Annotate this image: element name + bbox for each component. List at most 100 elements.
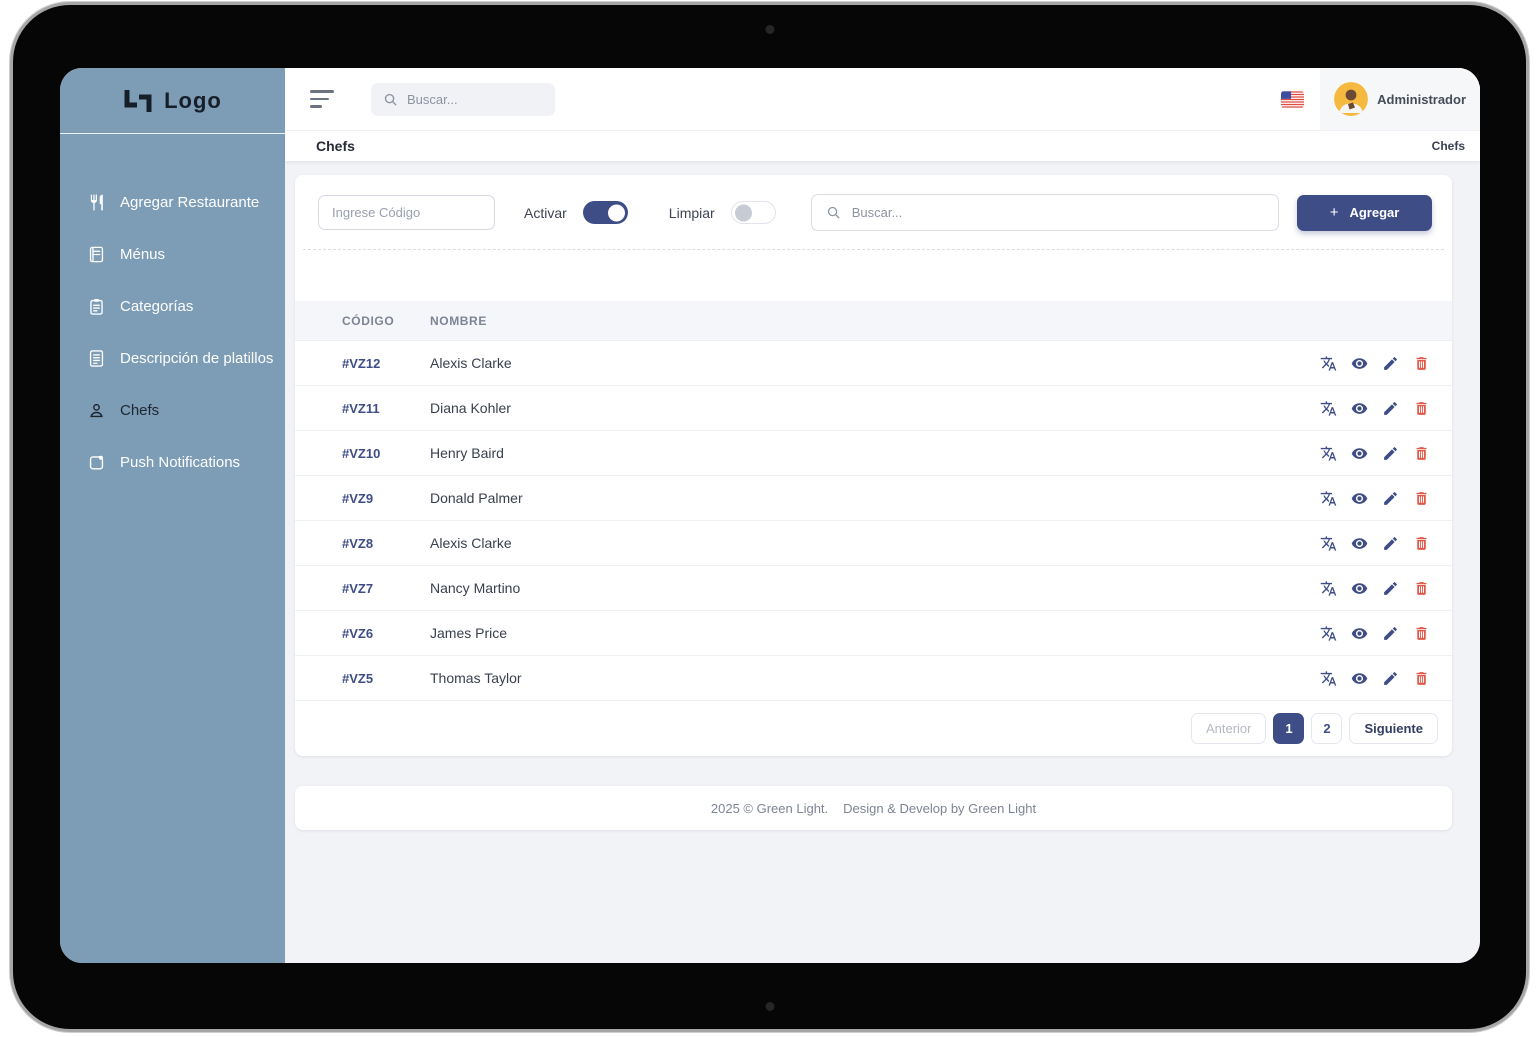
breadcrumb: Chefs Chefs <box>285 131 1480 161</box>
divider <box>303 249 1444 250</box>
table-search-input[interactable] <box>851 205 1264 220</box>
global-search-input[interactable] <box>407 91 543 107</box>
pagination: Anterior 1 2 Siguiente <box>295 701 1452 756</box>
front-camera-icon <box>765 25 774 34</box>
delete-icon[interactable] <box>1413 535 1430 552</box>
chef-code: #VZ12 <box>342 355 381 371</box>
translate-icon[interactable] <box>1320 400 1337 417</box>
translate-icon[interactable] <box>1320 355 1337 372</box>
row-actions <box>1320 580 1452 597</box>
translate-icon[interactable] <box>1320 490 1337 507</box>
sidebar: Logo Agregar Restaurante Ménus Categoría… <box>60 68 285 963</box>
edit-icon[interactable] <box>1382 670 1399 687</box>
chef-name: James Price <box>430 625 508 641</box>
delete-icon[interactable] <box>1413 625 1430 642</box>
sidebar-item-menus[interactable]: Ménus <box>60 228 285 280</box>
chef-code: #VZ6 <box>342 625 374 641</box>
chef-code: #VZ11 <box>342 400 380 416</box>
page-button-2[interactable]: 2 <box>1311 713 1343 744</box>
delete-icon[interactable] <box>1413 670 1430 687</box>
breadcrumb-current: Chefs <box>1431 139 1465 153</box>
edit-icon[interactable] <box>1382 490 1399 507</box>
limpiar-label: Limpiar <box>668 204 715 221</box>
table-search[interactable] <box>810 194 1279 231</box>
page-button-1[interactable]: 1 <box>1273 713 1305 744</box>
view-icon[interactable] <box>1351 445 1368 462</box>
sidebar-item-descripcion-de-platillos[interactable]: Descripción de platillos <box>60 332 285 384</box>
edit-icon[interactable] <box>1382 355 1399 372</box>
filter-row: Activar Limpiar + Agregar <box>295 175 1452 249</box>
code-input[interactable] <box>318 195 495 230</box>
spacer <box>295 250 1452 301</box>
delete-icon[interactable] <box>1413 400 1430 417</box>
row-actions <box>1320 400 1452 417</box>
view-icon[interactable] <box>1351 355 1368 372</box>
next-page-button[interactable]: Siguiente <box>1349 713 1438 744</box>
activar-toggle[interactable] <box>582 201 628 224</box>
sidebar-item-label: Ménus <box>120 245 166 263</box>
menu-book-icon <box>86 244 106 264</box>
limpiar-toggle[interactable] <box>730 201 776 224</box>
view-icon[interactable] <box>1351 535 1368 552</box>
edit-icon[interactable] <box>1382 580 1399 597</box>
user-menu[interactable]: Administrador <box>1320 68 1480 130</box>
table-row: #VZ12 Alexis Clarke <box>295 341 1452 386</box>
table-row: #VZ7 Nancy Martino <box>295 566 1452 611</box>
view-icon[interactable] <box>1351 400 1368 417</box>
menu-toggle-icon[interactable] <box>310 90 334 108</box>
add-chef-button[interactable]: + Agregar <box>1297 194 1432 231</box>
translate-icon[interactable] <box>1320 670 1337 687</box>
row-actions <box>1320 445 1452 462</box>
edit-icon[interactable] <box>1382 400 1399 417</box>
global-search[interactable] <box>371 82 555 116</box>
footer: 2025 © Green Light. Design & Develop by … <box>295 786 1452 830</box>
clipboard-icon <box>86 296 106 316</box>
sidebar-item-categorias[interactable]: Categorías <box>60 280 285 332</box>
user-name: Administrador <box>1377 91 1466 107</box>
previous-page-button[interactable]: Anterior <box>1190 713 1267 744</box>
plus-icon: + <box>1329 204 1339 221</box>
sidebar-item-label: Chefs <box>120 401 160 419</box>
restaurant-icon <box>86 192 106 212</box>
row-actions <box>1320 490 1452 507</box>
sidebar-nav: Agregar Restaurante Ménus Categorías Des… <box>60 134 285 488</box>
sidebar-item-agregar-restaurante[interactable]: Agregar Restaurante <box>60 176 285 228</box>
table-row: #VZ5 Thomas Taylor <box>295 656 1452 701</box>
topbar-right: Administrador <box>1281 68 1480 130</box>
chef-name: Henry Baird <box>430 445 504 461</box>
view-icon[interactable] <box>1351 625 1368 642</box>
view-icon[interactable] <box>1351 670 1368 687</box>
table-row: #VZ11 Diana Kohler <box>295 386 1452 431</box>
search-icon <box>827 206 840 219</box>
view-icon[interactable] <box>1351 490 1368 507</box>
table-row: #VZ10 Henry Baird <box>295 431 1452 476</box>
chefs-card: Activar Limpiar + Agregar <box>295 175 1452 756</box>
edit-icon[interactable] <box>1382 625 1399 642</box>
translate-icon[interactable] <box>1320 625 1337 642</box>
sidebar-item-push-notifications[interactable]: Push Notifications <box>60 436 285 488</box>
translate-icon[interactable] <box>1320 580 1337 597</box>
person-icon <box>86 400 106 420</box>
activar-label: Activar <box>524 204 567 221</box>
footer-credit: Design & Develop by Green Light <box>843 800 1037 816</box>
translate-icon[interactable] <box>1320 445 1337 462</box>
column-nombre: NOMBRE <box>430 313 487 328</box>
delete-icon[interactable] <box>1413 580 1430 597</box>
chef-name: Thomas Taylor <box>430 670 522 686</box>
logo[interactable]: Logo <box>60 68 285 134</box>
edit-icon[interactable] <box>1382 535 1399 552</box>
row-actions <box>1320 355 1452 372</box>
delete-icon[interactable] <box>1413 355 1430 372</box>
edit-icon[interactable] <box>1382 445 1399 462</box>
translate-icon[interactable] <box>1320 535 1337 552</box>
delete-icon[interactable] <box>1413 490 1430 507</box>
us-flag-icon[interactable] <box>1281 90 1305 108</box>
sidebar-item-label: Agregar Restaurante <box>120 193 260 211</box>
home-sensor-icon <box>765 1002 774 1011</box>
delete-icon[interactable] <box>1413 445 1430 462</box>
document-icon <box>86 348 106 368</box>
view-icon[interactable] <box>1351 580 1368 597</box>
column-codigo: CÓDIGO <box>342 313 395 328</box>
chef-code: #VZ7 <box>342 580 374 596</box>
sidebar-item-chefs[interactable]: Chefs <box>60 384 285 436</box>
